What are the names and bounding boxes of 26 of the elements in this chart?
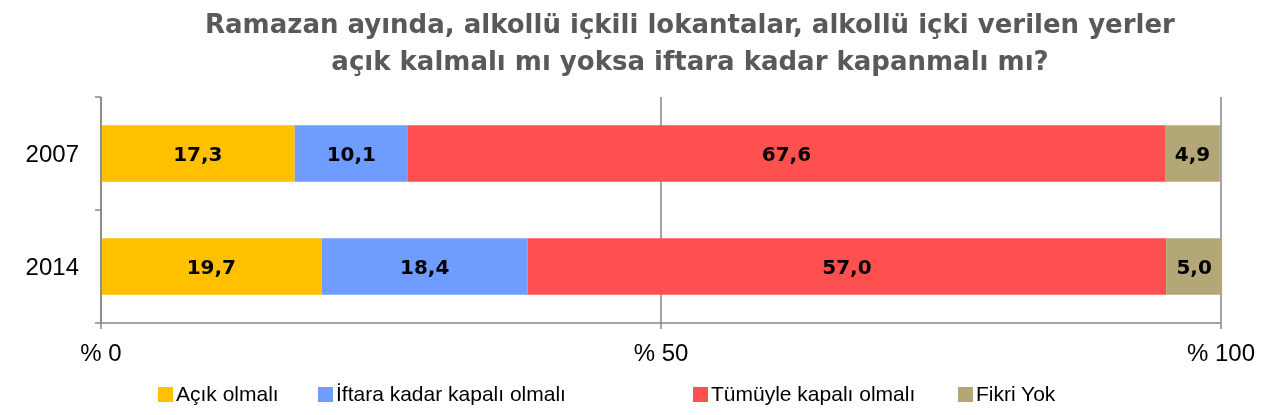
bar	[101, 238, 322, 295]
x-tick-label: % 50	[633, 339, 689, 366]
data-label: 10,1	[326, 141, 376, 166]
bar	[294, 125, 408, 182]
bar	[101, 125, 295, 182]
bar	[321, 238, 528, 295]
data-label: 17,3	[173, 141, 223, 166]
data-label: 19,7	[186, 254, 236, 279]
data-label: 4,9	[1174, 141, 1211, 166]
legend-label: Tümüyle kapalı olmalı	[711, 382, 916, 405]
data-label: 18,4	[400, 254, 450, 279]
y-tick-label: 2007	[25, 139, 79, 167]
bar	[1166, 238, 1223, 295]
bar	[527, 238, 1167, 295]
legend-label: Fikri Yok	[976, 382, 1056, 405]
bar	[1165, 125, 1220, 182]
data-label: 67,6	[761, 141, 812, 166]
legend-label: Açık olmalı	[176, 382, 279, 405]
y-tick-label: 2014	[25, 252, 79, 280]
x-tick-label: % 100	[1186, 339, 1256, 366]
data-label: 57,0	[822, 254, 872, 279]
data-label: 5,0	[1176, 254, 1212, 279]
legend-label: İftara kadar kapalı olmalı	[336, 382, 566, 405]
bar	[407, 125, 1165, 182]
chart-title: Ramazan ayında, alkollü içkili lokantalar, alkollü içki verilen yerler açık kalmalı mı yoksa iftara kadar kapanmalı mı?	[205, 9, 1176, 76]
x-tick-label: % 0	[80, 339, 122, 366]
